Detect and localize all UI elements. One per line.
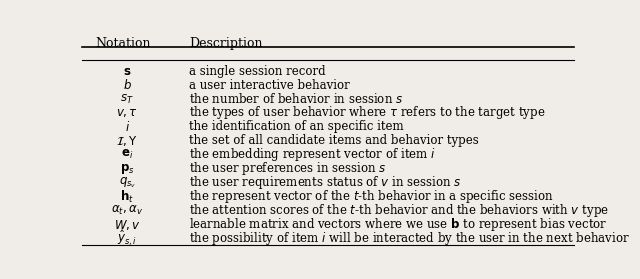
Text: $\alpha_t, \alpha_v$: $\alpha_t, \alpha_v$ [111,204,143,217]
Text: the number of behavior in session $s$: the number of behavior in session $s$ [189,92,403,106]
Text: the user preferences in session $s$: the user preferences in session $s$ [189,160,387,177]
Text: $\hat{y}_{s,i}$: $\hat{y}_{s,i}$ [117,229,137,248]
Text: $\mathcal{I}, \Upsilon$: $\mathcal{I}, \Upsilon$ [116,134,138,148]
Text: the set of all candidate items and behavior types: the set of all candidate items and behav… [189,134,479,147]
Text: the represent vector of the $t$-th behavior in a specific session: the represent vector of the $t$-th behav… [189,188,554,205]
Text: a single session record: a single session record [189,64,326,78]
Text: Notation: Notation [95,37,150,50]
Text: Description: Description [189,37,262,50]
Text: $\mathbf{s}$: $\mathbf{s}$ [123,64,131,78]
Text: $\mathbf{h}_t$: $\mathbf{h}_t$ [120,189,134,205]
Text: $v, \tau$: $v, \tau$ [116,107,138,119]
Text: learnable matrix and vectors where we use $\mathbf{b}$ to represent bias vector: learnable matrix and vectors where we us… [189,216,607,233]
Text: $s_T$: $s_T$ [120,92,134,105]
Text: the identification of an specific item: the identification of an specific item [189,121,404,133]
Text: $\mathbf{p}_s$: $\mathbf{p}_s$ [120,162,134,176]
Text: the types of user behavior where $\tau$ refers to the target type: the types of user behavior where $\tau$ … [189,104,546,121]
Text: the attention scores of the $t$-th behavior and the behaviors with $v$ type: the attention scores of the $t$-th behav… [189,202,609,219]
Text: $b$: $b$ [123,78,132,92]
Text: $i$: $i$ [125,120,130,134]
Text: the user requirements status of $v$ in session $s$: the user requirements status of $v$ in s… [189,174,462,191]
Text: $q_{s_v}$: $q_{s_v}$ [118,175,136,190]
Text: $W, v$: $W, v$ [114,218,141,232]
Text: $\mathbf{e}_i$: $\mathbf{e}_i$ [121,148,133,162]
Text: a user interactive behavior: a user interactive behavior [189,79,350,92]
Text: the possibility of item $i$ will be interacted by the user in the next behavior: the possibility of item $i$ will be inte… [189,230,630,247]
Text: the embedding represent vector of item $i$: the embedding represent vector of item $… [189,146,436,163]
